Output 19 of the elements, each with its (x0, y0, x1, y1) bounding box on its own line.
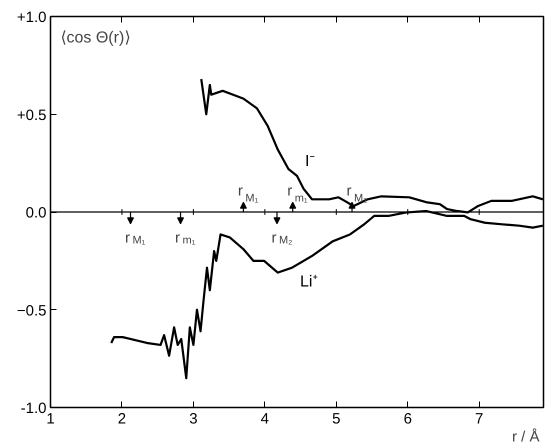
x-tick-label: 1 (46, 410, 55, 428)
y-tick-label: 0.0 (26, 204, 47, 222)
series-label: Li⁺ (300, 274, 318, 291)
x-tick-label: 2 (118, 410, 126, 428)
annotation: rM₂ (271, 230, 292, 247)
x-tick-label: 5 (332, 410, 340, 428)
y-tick-label: +0.5 (16, 106, 47, 124)
annotation: rM₁ (125, 230, 146, 247)
x-tick-label: 4 (260, 410, 270, 428)
x-tick-label: 3 (189, 410, 198, 428)
x-axis-title: r / Å (512, 428, 540, 445)
y-tick-label: −0.5 (16, 302, 47, 320)
x-tick-label: 6 (404, 410, 412, 428)
y-axis-title: ⟨cos Θ(r)⟩ (60, 30, 130, 46)
y-tick-label: +1.0 (16, 9, 47, 26)
y-tick-label: -1.0 (20, 400, 47, 417)
series-label: I⁻ (305, 152, 314, 170)
annotation: rm₁ (175, 230, 196, 247)
x-tick-label: 7 (475, 410, 484, 428)
